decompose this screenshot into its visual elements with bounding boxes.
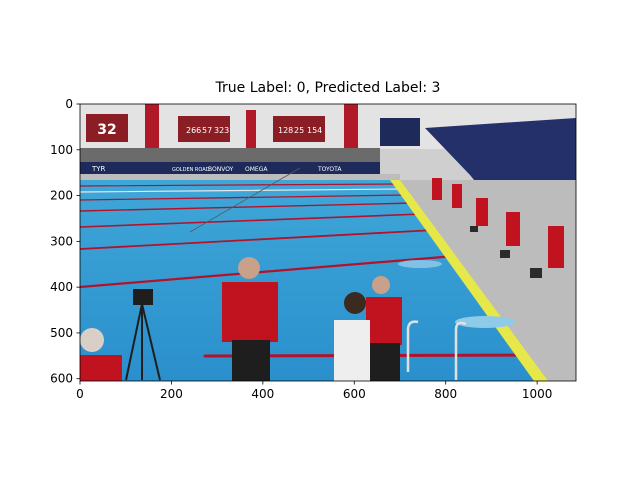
x-tick-label: 400 bbox=[251, 387, 274, 401]
scoreboard-mid-c: 323 bbox=[214, 126, 229, 135]
x-axis: 0 200 400 600 800 1000 bbox=[76, 381, 552, 401]
x-tick-label: 0 bbox=[76, 387, 84, 401]
y-axis: 0 100 200 300 400 500 600 bbox=[50, 97, 80, 386]
officials-group bbox=[432, 178, 564, 268]
scoreboard-right-c: 154 bbox=[307, 126, 322, 135]
sponsor-golden-road: GOLDEN ROAD bbox=[172, 167, 210, 173]
y-tick-label: 400 bbox=[50, 280, 73, 294]
sponsor-bonvoy: BONVOY bbox=[208, 166, 234, 173]
starting-blocks bbox=[470, 226, 542, 278]
scoreboard-mid-b: 57 bbox=[202, 126, 212, 135]
y-tick-label: 300 bbox=[50, 234, 73, 248]
scoreboard-right-a: 128 bbox=[278, 126, 293, 135]
figure-title: True Label: 0, Predicted Label: 3 bbox=[215, 80, 441, 96]
banner-backdrop-right bbox=[380, 118, 420, 146]
y-tick-label: 200 bbox=[50, 189, 73, 203]
pool-photo: 32 266 57 323 128 25 154 TYR BONVOY OMEG… bbox=[80, 104, 576, 381]
pool-gutter bbox=[390, 180, 548, 381]
scoreboard-mid-a: 266 bbox=[186, 126, 201, 135]
camera-tripod bbox=[125, 289, 161, 381]
scoreboard-left-number: 32 bbox=[97, 122, 116, 138]
pool-ladder bbox=[406, 320, 467, 380]
x-tick-label: 1000 bbox=[522, 387, 553, 401]
y-tick-label: 500 bbox=[50, 326, 73, 340]
scoreboard-mid bbox=[178, 116, 230, 142]
foreground-officials bbox=[222, 257, 402, 381]
x-tick-label: 200 bbox=[160, 387, 183, 401]
x-tick-label: 600 bbox=[343, 387, 366, 401]
sponsor-toyota: TOYOTA bbox=[317, 166, 342, 173]
swimmer bbox=[398, 260, 442, 268]
sponsor-tyr: TYR bbox=[91, 165, 106, 173]
sponsor-omega: OMEGA bbox=[245, 166, 268, 173]
y-tick-label: 100 bbox=[50, 143, 73, 157]
y-tick-label: 0 bbox=[65, 97, 73, 111]
scoreboard-left bbox=[86, 114, 128, 142]
pool-deck-right bbox=[395, 180, 576, 381]
swimmer bbox=[455, 316, 515, 328]
x-tick-label: 800 bbox=[434, 387, 457, 401]
sponsor-banner bbox=[80, 162, 380, 174]
axes-frame bbox=[79, 103, 577, 382]
scoreboard-right-b: 25 bbox=[294, 126, 304, 135]
y-tick-label: 600 bbox=[50, 372, 73, 386]
scoreboard-right bbox=[273, 116, 325, 142]
